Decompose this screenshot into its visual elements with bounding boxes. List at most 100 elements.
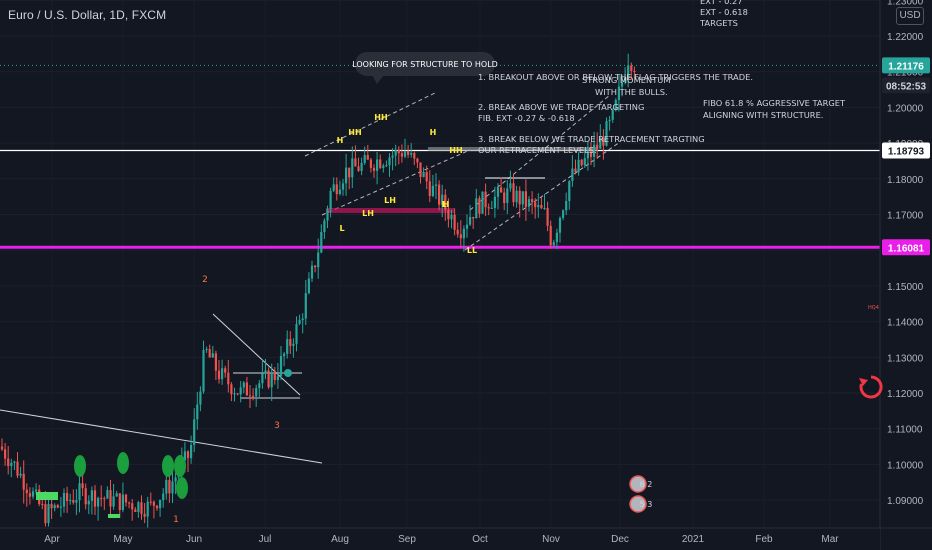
candle-body [447,209,450,220]
candle-body [174,477,177,482]
candle-body [16,461,19,476]
candle-body [388,157,391,166]
price-tick-label: 1.13000 [887,353,924,364]
candle-body [586,151,589,159]
candle-body [552,242,555,246]
candle-body [614,99,617,110]
time-axis[interactable]: Apr May Jun Jul Aug Sep Oct Nov Dec 2021 Feb Mar [0,527,932,550]
price-tick-label: 1.17000 [887,211,924,222]
candle-body [286,339,289,354]
candle-body [400,153,403,157]
price-tick-label: 1.11000 [887,425,923,436]
candle-body [351,158,354,178]
candle-body [66,493,69,501]
candle-body [366,155,369,160]
candle-body [397,149,400,154]
target-label: TARGETS [699,18,738,28]
candle-body [382,165,385,168]
support-zone [326,208,454,213]
candle-body [31,491,35,497]
candle-body [441,194,444,205]
candle-body [19,473,22,476]
refresh-icon[interactable] [858,374,884,400]
candle-body [13,461,16,463]
candle-body [524,191,527,207]
event-badge [629,495,647,513]
candle-body [332,184,335,191]
candle-body [292,343,295,346]
candle-body [97,497,100,507]
candle-body [211,353,214,358]
candle-body [574,168,577,173]
candle-body [50,504,53,509]
candle-body [131,503,134,510]
candle-body [453,214,456,230]
comment-bubble [355,52,495,76]
candle-body [267,370,270,388]
candle-body [81,483,84,489]
candle-body [168,480,171,494]
candle-body [431,185,434,197]
side-mark: HQ4 [868,305,879,311]
candle-body [630,65,633,72]
candle-body [565,201,568,211]
candle-body [162,493,165,500]
candle-body [385,165,388,167]
candle-body [44,504,47,524]
candle-body [583,158,586,166]
price-axis[interactable]: 1.230001.220001.210001.200001.190001.180… [879,0,932,550]
candle-body [221,368,224,380]
candle-body [562,210,565,218]
candle-body [515,190,518,203]
candle-body [357,166,360,171]
candle-body [546,208,549,226]
price-tick-label: 1.15000 [887,282,924,293]
candle-body [394,149,397,156]
candle-body [512,183,515,203]
note-momentum-line2: WITH THE BULLS. [595,87,668,97]
candle-body [599,138,602,149]
candle-body [41,504,44,506]
current-price-tag: 1.21176 [888,61,924,72]
candle-body [317,252,320,268]
currency-badge[interactable]: USD [896,7,924,25]
candle-body [438,184,441,205]
structure-label: L [339,224,344,233]
note-note3-line2: OUR RETRACEMENT LEVELS. [478,145,597,155]
countdown-tag: 08:52:53 [886,81,926,92]
candle-body [465,224,469,229]
candle-body [121,494,124,511]
candle-body [4,449,7,459]
signal-marker [176,477,188,499]
candle-body [428,181,431,197]
symbol-title[interactable]: Euro / U.S. Dollar, 1D, FXCM [8,8,167,22]
candle-body [230,384,233,395]
candle-body [496,187,500,197]
candle-body [258,383,261,389]
grid [0,0,880,501]
candle-body [75,500,78,503]
candle-body [472,216,475,219]
candle-body [549,225,552,246]
candle-body [214,353,217,371]
candle-body [407,151,410,155]
candle-body [527,199,531,207]
wave-label: 2 [202,275,208,285]
price-tick-label: 1.14000 [887,318,924,329]
event-badge-text: 5 3 [640,500,653,509]
volume-marker [108,514,120,518]
event-badge-text: 6 2 [640,480,653,489]
time-axis-label: Dec [611,534,629,545]
candle-body [252,395,255,397]
structure-label: LH [384,196,396,205]
price-tick-label: 1.22000 [887,32,924,43]
time-axis-label: Feb [755,534,773,545]
candle-body [307,278,310,294]
candle-body [434,184,438,186]
candle-body [487,207,490,209]
candle-body [62,493,66,507]
candle-body [7,458,10,467]
candle-body [372,167,376,171]
